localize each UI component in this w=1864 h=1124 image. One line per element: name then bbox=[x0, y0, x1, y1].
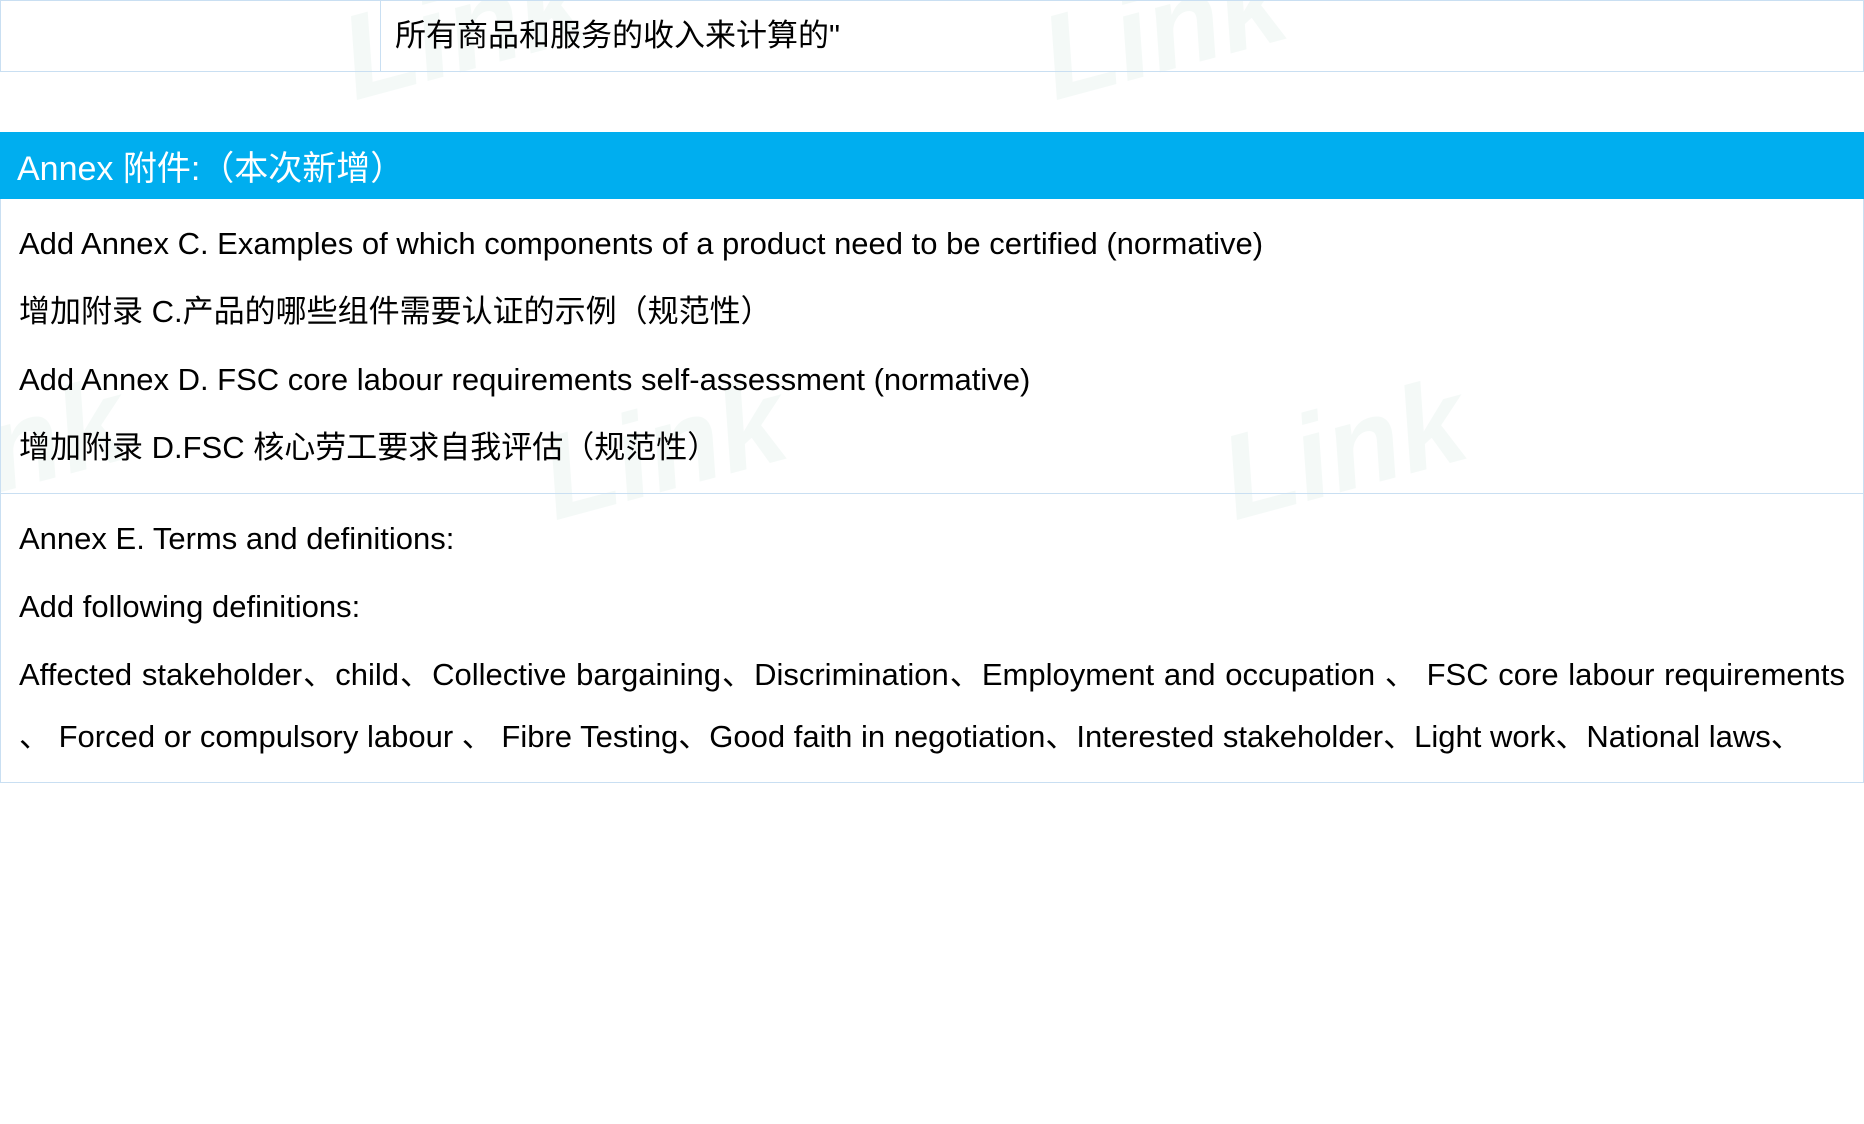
annex-text: Add Annex C. Examples of which component… bbox=[19, 213, 1845, 275]
annex-text: Add following definitions: bbox=[19, 576, 1845, 638]
top-table-right-cell: 所有商品和服务的收入来计算的" bbox=[381, 1, 1864, 72]
annex-row-1: Add Annex C. Examples of which component… bbox=[1, 198, 1864, 493]
annex-text: 增加附录 D.FSC 核心劳工要求自我评估（规范性） bbox=[19, 417, 1845, 479]
top-table-row: 所有商品和服务的收入来计算的" bbox=[1, 1, 1864, 72]
spacer bbox=[0, 72, 1864, 132]
annex-cell-1: Add Annex C. Examples of which component… bbox=[1, 198, 1864, 493]
annex-row-2: Annex E. Terms and definitions: Add foll… bbox=[1, 493, 1864, 782]
annex-header: Annex 附件:（本次新增） bbox=[1, 132, 1864, 198]
annex-text: Affected stakeholder、child、Collective ba… bbox=[19, 644, 1845, 768]
annex-text: 增加附录 C.产品的哪些组件需要认证的示例（规范性） bbox=[19, 281, 1845, 343]
annex-text: Add Annex D. FSC core labour requirement… bbox=[19, 349, 1845, 411]
annex-header-row: Annex 附件:（本次新增） bbox=[1, 132, 1864, 198]
annex-text: Annex E. Terms and definitions: bbox=[19, 508, 1845, 570]
annex-cell-2: Annex E. Terms and definitions: Add foll… bbox=[1, 493, 1864, 782]
top-table-left-cell bbox=[1, 1, 381, 72]
annex-table: Annex 附件:（本次新增） Add Annex C. Examples of… bbox=[0, 132, 1864, 783]
top-table: 所有商品和服务的收入来计算的" bbox=[0, 0, 1864, 72]
